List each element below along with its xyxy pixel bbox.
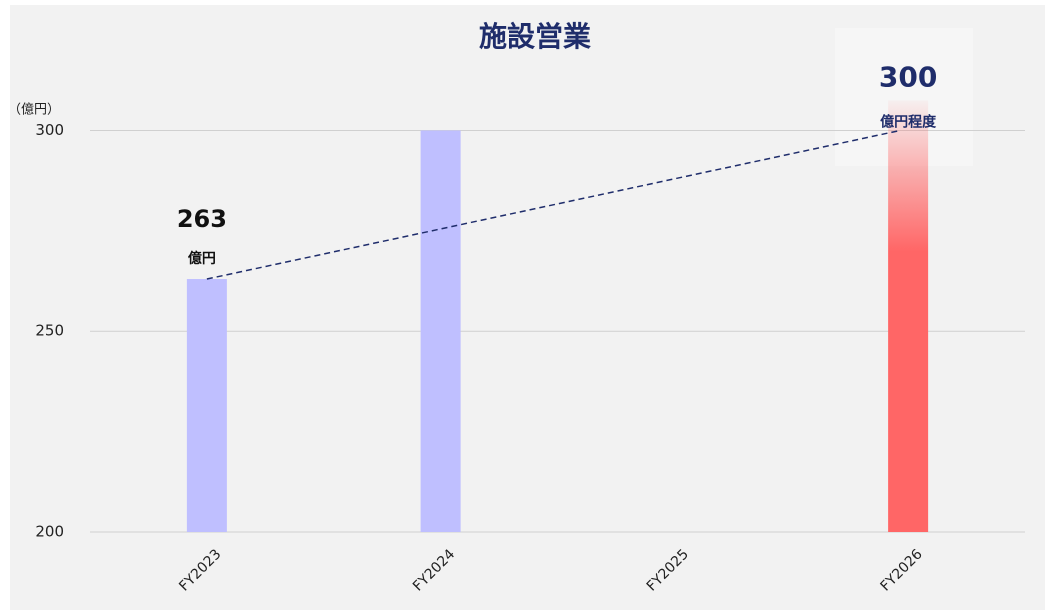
chart-title: 施設営業 xyxy=(479,20,591,53)
y-tick-label: 200 xyxy=(35,523,64,541)
y-tick-label: 300 xyxy=(35,121,64,139)
trend-line xyxy=(206,129,901,280)
plot-background xyxy=(10,5,1045,610)
data-label: 300 xyxy=(879,60,937,93)
y-axis-label: （億円） xyxy=(8,102,60,118)
data-label-unit: 億円程度 xyxy=(880,113,937,130)
bar xyxy=(888,100,929,532)
y-tick-label: 250 xyxy=(35,322,64,340)
bar xyxy=(186,279,227,532)
bar xyxy=(420,130,461,532)
data-label: 263 xyxy=(177,205,227,233)
data-label-unit: 億円 xyxy=(188,250,216,267)
